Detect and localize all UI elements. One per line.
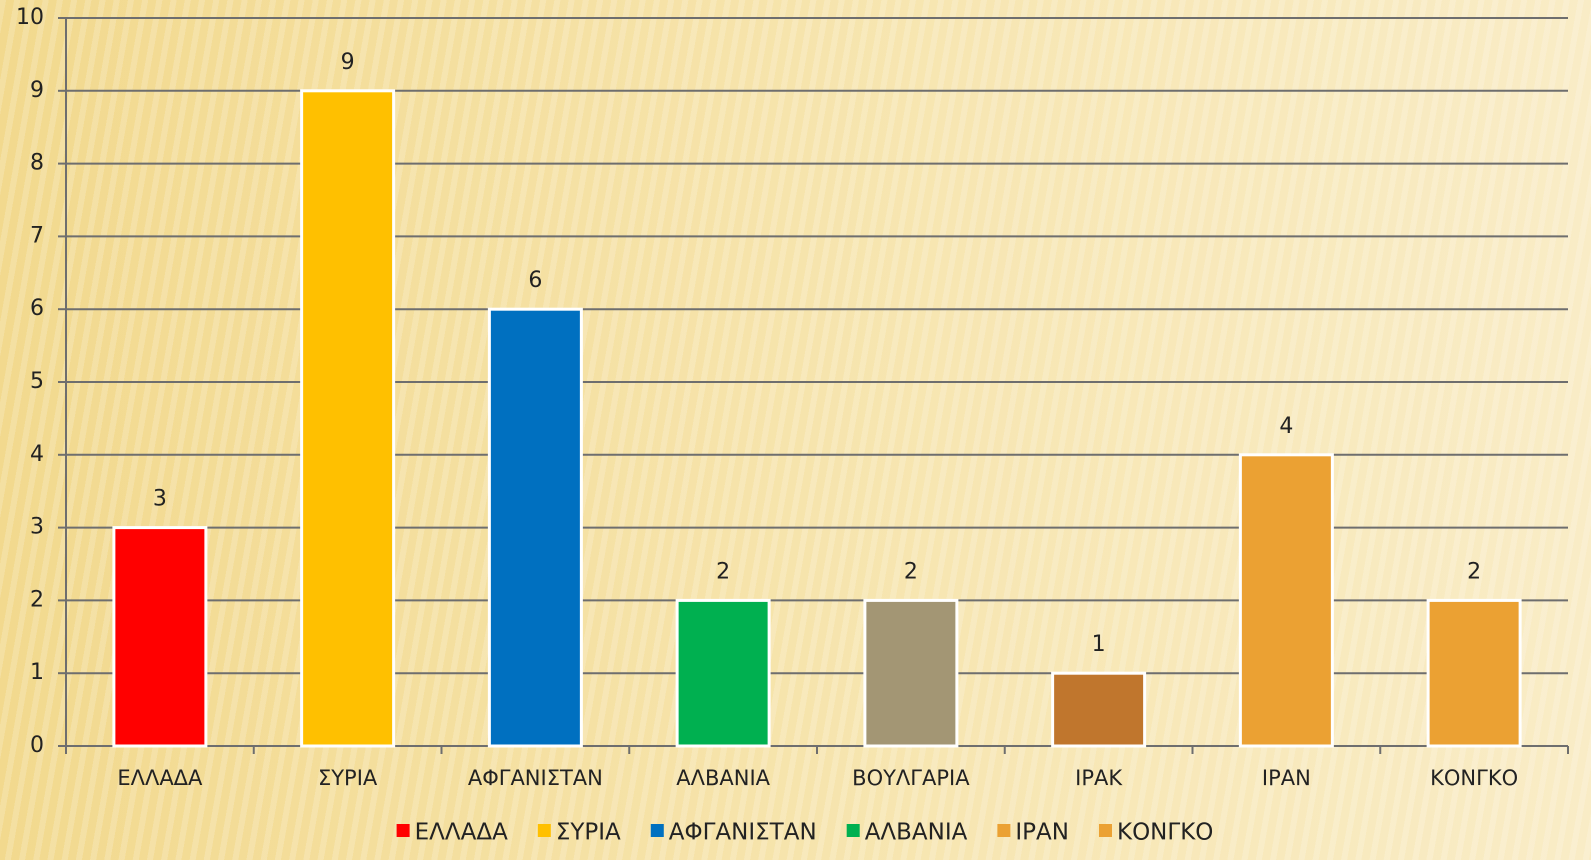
data-label: 6	[528, 268, 542, 293]
data-label: 2	[904, 559, 918, 584]
x-tick-label: ΒΟΥΛΓΑΡΙΑ	[852, 766, 970, 790]
data-label: 3	[153, 487, 167, 512]
data-label: 4	[1279, 414, 1293, 439]
legend-label: ΙΡΑΝ	[1015, 820, 1069, 846]
x-tick-label: ΕΛΛΑΔΑ	[117, 766, 203, 790]
bar	[863, 598, 959, 748]
legend-swatch	[1098, 824, 1112, 837]
legend-swatch	[846, 824, 860, 837]
legend-swatch	[997, 824, 1011, 837]
bar	[1426, 598, 1522, 748]
y-tick-label: 2	[30, 587, 44, 612]
y-tick-label: 5	[30, 369, 44, 394]
y-tick-label: 10	[16, 5, 44, 30]
y-tick-label: 8	[30, 151, 44, 176]
x-tick-label: ΣΥΡΙΑ	[318, 766, 378, 790]
y-tick-label: 3	[30, 515, 44, 540]
bar	[112, 526, 208, 748]
legend-swatch	[537, 824, 551, 837]
legend-label: ΣΥΡΙΑ	[556, 820, 621, 846]
x-tick-label: ΙΡΑΝ	[1262, 766, 1311, 790]
y-tick-label: 9	[30, 78, 44, 103]
y-tick-label: 6	[30, 296, 44, 321]
bar	[1238, 453, 1334, 748]
data-label: 9	[341, 50, 355, 75]
y-tick-label: 1	[30, 660, 44, 685]
legend-swatch	[650, 824, 664, 837]
y-tick-label: 4	[30, 442, 44, 467]
x-tick-label: ΑΦΓΑΝΙΣΤΑΝ	[468, 766, 603, 790]
bar	[300, 89, 396, 748]
x-tick-label: ΑΛΒΑΝΙΑ	[676, 766, 770, 790]
bar	[487, 307, 583, 748]
legend-label: ΕΛΛΑΔΑ	[415, 820, 508, 846]
data-label: 2	[1467, 559, 1481, 584]
y-tick-label: 0	[30, 733, 44, 758]
legend-label: ΑΛΒΑΝΙΑ	[865, 820, 968, 846]
y-tick-label: 7	[30, 223, 44, 248]
bar	[1051, 671, 1147, 748]
x-tick-label: ΙΡΑΚ	[1075, 766, 1123, 790]
bar	[675, 598, 771, 748]
data-label: 2	[716, 559, 730, 584]
legend-label: ΚΟΝΓΚΟ	[1117, 820, 1213, 846]
data-label: 1	[1092, 632, 1106, 657]
legend-label: ΑΦΓΑΝΙΣΤΑΝ	[669, 820, 817, 846]
x-tick-label: ΚΟΝΓΚΟ	[1430, 766, 1518, 790]
legend-swatch	[396, 824, 410, 837]
